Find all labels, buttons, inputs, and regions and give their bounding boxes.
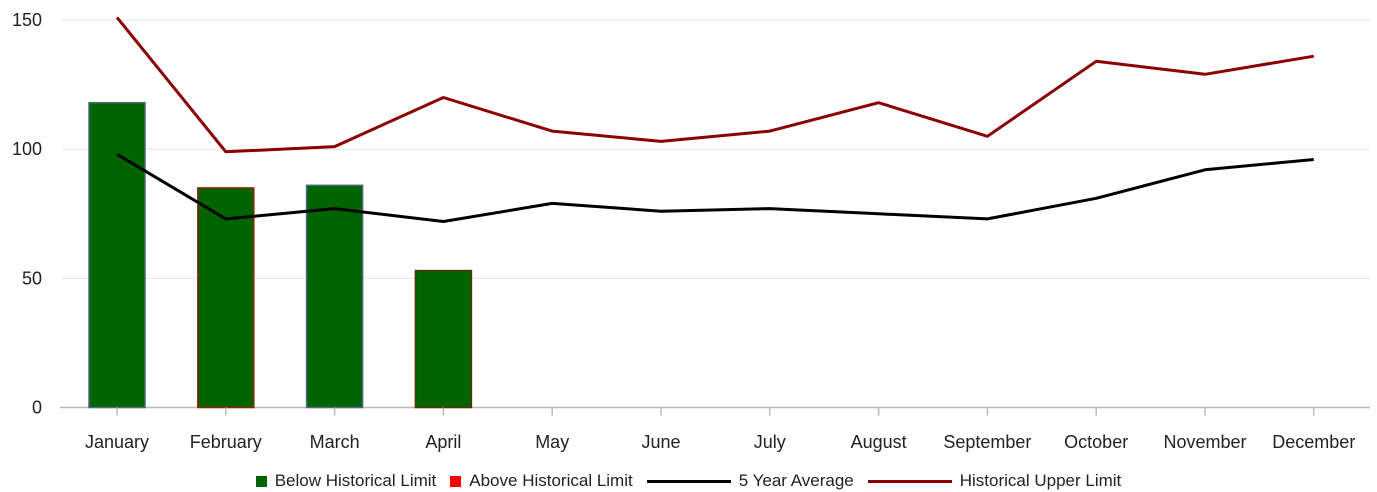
y-tick-label: 100: [12, 139, 42, 159]
legend-item-historical-upper-limit[interactable]: Historical Upper Limit: [867, 471, 1122, 491]
bar: [305, 184, 364, 409]
series-lines: [115, 16, 1315, 223]
x-tick-label: February: [190, 432, 262, 452]
legend-label: Below Historical Limit: [274, 471, 437, 490]
legend-label: Historical Upper Limit: [959, 471, 1122, 490]
x-tick-label: June: [641, 432, 680, 452]
legend-swatch-red: [450, 475, 462, 487]
x-tick-label: December: [1272, 432, 1355, 452]
x-tick-labels: January February March April May June July Augu…: [85, 407, 1355, 452]
legend-label: 5 Year Average: [738, 471, 854, 490]
series-line: [116, 153, 1314, 223]
legend-swatch-green: [255, 475, 267, 487]
x-tick-label: March: [310, 432, 360, 452]
legend-item-above-historical-limit[interactable]: Above Historical Limit: [450, 471, 633, 491]
y-tick-label: 150: [12, 10, 42, 30]
chart: 0 50 100 150 January February March April May Ju…: [12, 10, 1370, 452]
x-tick-label: August: [851, 432, 907, 452]
legend-item-below-historical-limit[interactable]: Below Historical Limit: [255, 471, 437, 491]
legend-item-5-year-average[interactable]: 5 Year Average: [646, 471, 854, 491]
x-tick-label: October: [1064, 432, 1128, 452]
y-tick-label: 0: [32, 398, 42, 418]
legend-label: Above Historical Limit: [469, 471, 633, 490]
y-tick-labels: 0 50 100 150: [12, 10, 42, 418]
legend-swatch-darkred-line: [867, 479, 952, 483]
y-tick-label: 50: [22, 268, 42, 288]
bar: [414, 269, 473, 409]
bar: [88, 101, 146, 409]
x-tick-label: May: [535, 432, 569, 452]
x-tick-label: July: [754, 432, 786, 452]
legend-swatch-black-line: [646, 479, 731, 483]
series-line: [115, 16, 1315, 154]
x-tick-label: September: [943, 432, 1031, 452]
x-tick-label: November: [1163, 432, 1246, 452]
x-tick-label: January: [85, 432, 149, 452]
x-tick-label: April: [425, 432, 461, 452]
legend: Below Historical Limit Above Historical …: [0, 470, 1377, 492]
bar: [197, 187, 255, 409]
